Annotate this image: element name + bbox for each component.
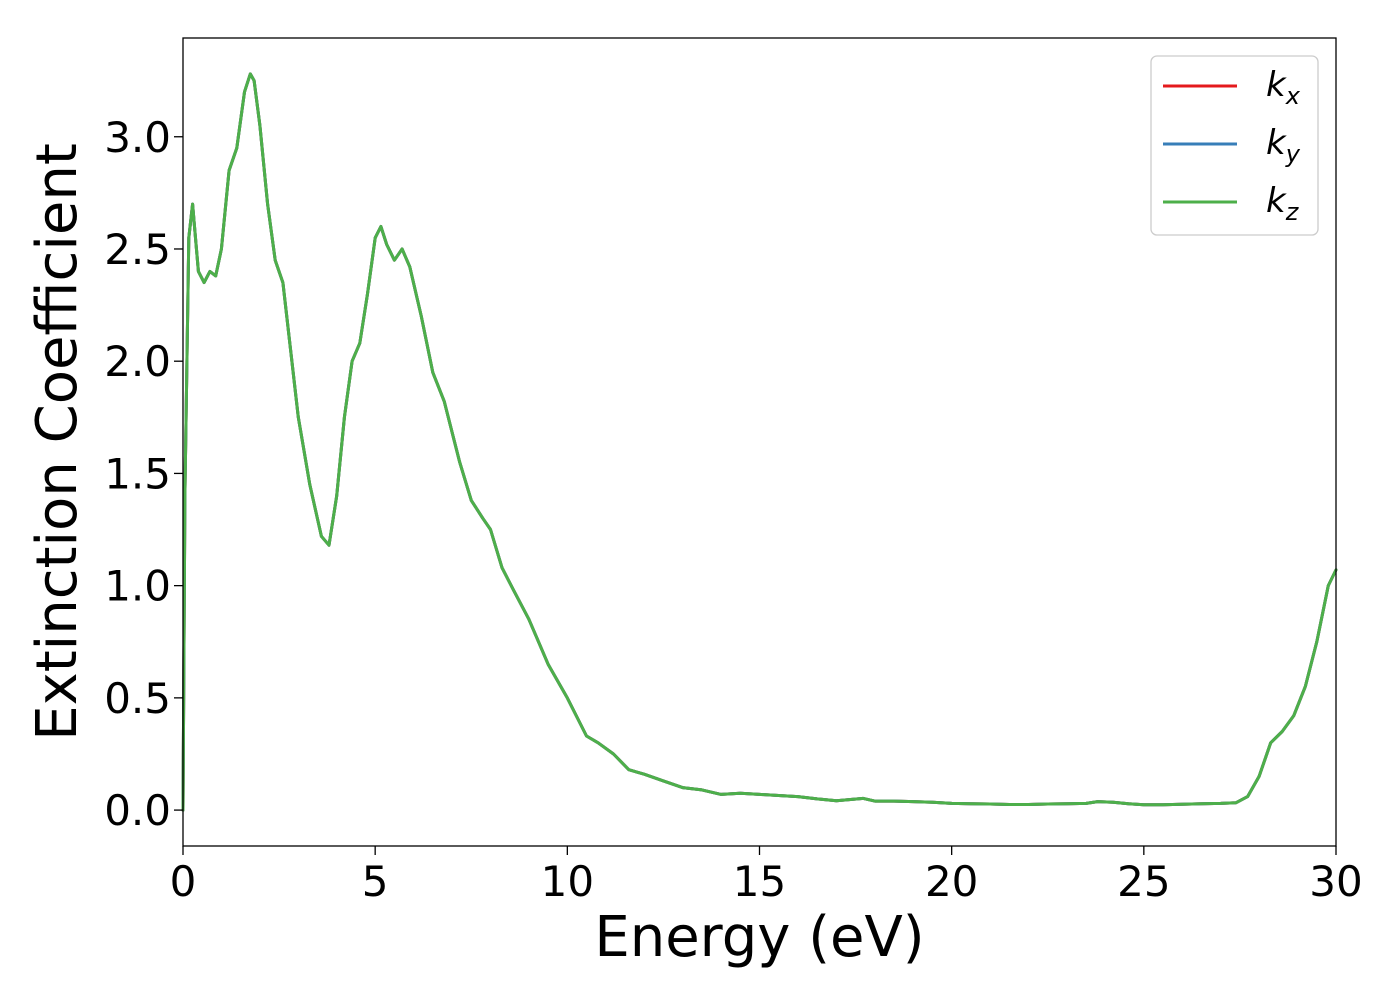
- x-tick-label: 5: [362, 857, 389, 906]
- x-tick-label: 30: [1309, 857, 1362, 906]
- y-tick-label: 0.0: [104, 786, 171, 835]
- x-tick-label: 0: [170, 857, 197, 906]
- x-axis-label: Energy (eV): [594, 905, 924, 970]
- series-layer: [181, 72, 1338, 812]
- series-line-k-z: [181, 72, 1338, 812]
- x-tick-label: 25: [1117, 857, 1170, 906]
- ticks-layer: 0 5 10 15 20 25 30 0.0 0.5 1.0 1.5 2.0 2.5 3.0: [104, 113, 1363, 906]
- x-tick-label: 10: [541, 857, 594, 906]
- y-tick-label: 1.5: [104, 449, 171, 498]
- legend-label-k-y: ky: [1266, 123, 1301, 168]
- y-tick-label: 1.0: [104, 562, 171, 611]
- legend-label-k-x: kx: [1266, 65, 1301, 110]
- y-tick-label: 2.0: [104, 337, 171, 386]
- y-tick-label: 3.0: [104, 113, 171, 162]
- legend-label-k-z: kz: [1266, 181, 1300, 226]
- y-tick-label: 2.5: [104, 225, 171, 274]
- legend: kx ky kz: [1150, 55, 1319, 236]
- y-axis-label: Extinction Coefficient: [25, 143, 90, 741]
- x-tick-label: 20: [925, 857, 978, 906]
- x-tick-label: 15: [733, 857, 786, 906]
- y-tick-label: 0.5: [104, 674, 171, 723]
